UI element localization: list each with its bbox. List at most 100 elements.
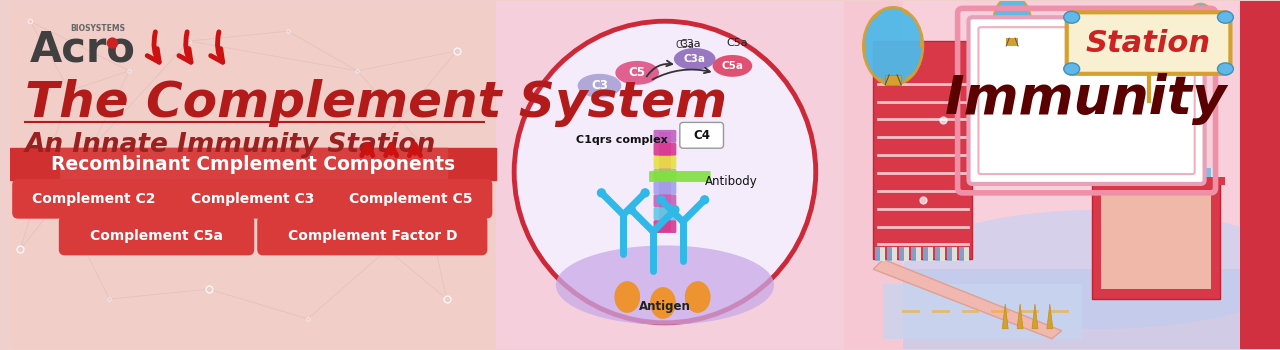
Text: Complement C3: Complement C3: [191, 192, 314, 206]
Ellipse shape: [685, 281, 710, 313]
FancyBboxPatch shape: [257, 216, 488, 256]
Bar: [1190, 168, 1201, 182]
Bar: [1101, 190, 1211, 289]
FancyBboxPatch shape: [654, 220, 676, 233]
FancyBboxPatch shape: [969, 17, 1204, 184]
Bar: [1197, 168, 1203, 182]
FancyBboxPatch shape: [172, 179, 334, 219]
Bar: [1100, 168, 1106, 182]
Ellipse shape: [1064, 11, 1079, 23]
Bar: [1176, 168, 1187, 182]
Bar: [940, 247, 945, 261]
Text: C5: C5: [628, 66, 645, 79]
Bar: [1155, 168, 1161, 182]
Circle shape: [700, 196, 709, 204]
FancyBboxPatch shape: [654, 169, 676, 181]
Bar: [934, 247, 945, 261]
Bar: [883, 284, 1082, 339]
Polygon shape: [1002, 304, 1009, 329]
Bar: [1006, 38, 1018, 46]
Bar: [1149, 168, 1158, 182]
Bar: [951, 247, 956, 261]
Polygon shape: [1047, 304, 1053, 329]
FancyBboxPatch shape: [978, 27, 1194, 174]
Ellipse shape: [1217, 11, 1234, 23]
Bar: [899, 247, 909, 261]
Text: C5a: C5a: [727, 38, 749, 48]
Text: C1qrs complex: C1qrs complex: [576, 135, 667, 145]
FancyBboxPatch shape: [59, 216, 255, 256]
Bar: [881, 247, 886, 261]
Bar: [928, 247, 933, 261]
Ellipse shape: [1187, 4, 1215, 39]
Ellipse shape: [713, 55, 753, 77]
Text: Station: Station: [1085, 29, 1211, 57]
FancyBboxPatch shape: [654, 194, 676, 207]
Bar: [10, 1, 497, 349]
Text: Complement C5a: Complement C5a: [90, 229, 223, 243]
FancyBboxPatch shape: [654, 156, 676, 169]
Bar: [902, 269, 1280, 349]
Bar: [887, 247, 897, 261]
Text: C5a: C5a: [722, 61, 744, 71]
Bar: [886, 75, 901, 85]
Text: C3a: C3a: [676, 40, 694, 50]
Bar: [1128, 168, 1133, 182]
Text: Immunity: Immunity: [946, 72, 1228, 125]
Bar: [1087, 177, 1225, 185]
Bar: [1164, 168, 1172, 182]
Bar: [1114, 168, 1119, 182]
FancyBboxPatch shape: [654, 130, 676, 143]
Circle shape: [671, 206, 678, 214]
Ellipse shape: [993, 0, 1030, 46]
Circle shape: [627, 206, 635, 214]
Bar: [1183, 168, 1189, 182]
Bar: [1240, 1, 1280, 349]
Bar: [1204, 168, 1215, 182]
Circle shape: [657, 196, 664, 204]
Text: Acro: Acro: [29, 28, 136, 70]
Bar: [1121, 168, 1132, 182]
FancyBboxPatch shape: [13, 179, 175, 219]
FancyBboxPatch shape: [654, 181, 676, 194]
Bar: [1169, 168, 1175, 182]
Bar: [923, 247, 933, 261]
Bar: [902, 1, 1280, 349]
FancyBboxPatch shape: [654, 143, 676, 156]
Bar: [659, 132, 671, 232]
Text: BIOSYSTEMS: BIOSYSTEMS: [70, 24, 125, 33]
Ellipse shape: [616, 61, 659, 85]
Text: Complement Factor D: Complement Factor D: [288, 229, 457, 243]
Bar: [1211, 168, 1216, 182]
Text: C4: C4: [694, 129, 710, 142]
Text: Complement C2: Complement C2: [32, 192, 155, 206]
Bar: [916, 247, 920, 261]
FancyBboxPatch shape: [330, 179, 493, 219]
Ellipse shape: [863, 7, 923, 85]
Text: An Innate Immunity Station: An Innate Immunity Station: [26, 132, 436, 158]
Bar: [892, 247, 897, 261]
Circle shape: [108, 38, 118, 48]
Bar: [1140, 168, 1147, 182]
FancyBboxPatch shape: [680, 122, 723, 148]
Bar: [873, 41, 973, 259]
Ellipse shape: [1064, 63, 1079, 75]
Ellipse shape: [614, 281, 640, 313]
Text: Antibody: Antibody: [704, 175, 758, 188]
Bar: [60, 148, 447, 180]
Text: Antigen: Antigen: [639, 300, 691, 314]
Bar: [10, 148, 497, 180]
Text: C3: C3: [591, 79, 608, 92]
Bar: [904, 247, 909, 261]
Bar: [1092, 180, 1220, 299]
Circle shape: [515, 21, 815, 323]
Polygon shape: [873, 259, 1061, 339]
Ellipse shape: [902, 210, 1280, 329]
Ellipse shape: [650, 287, 676, 319]
Text: The Complement System: The Complement System: [26, 79, 727, 127]
Bar: [947, 247, 956, 261]
Bar: [1107, 168, 1117, 182]
Bar: [844, 1, 1280, 349]
Text: C3a: C3a: [684, 54, 705, 64]
Ellipse shape: [1217, 63, 1234, 75]
